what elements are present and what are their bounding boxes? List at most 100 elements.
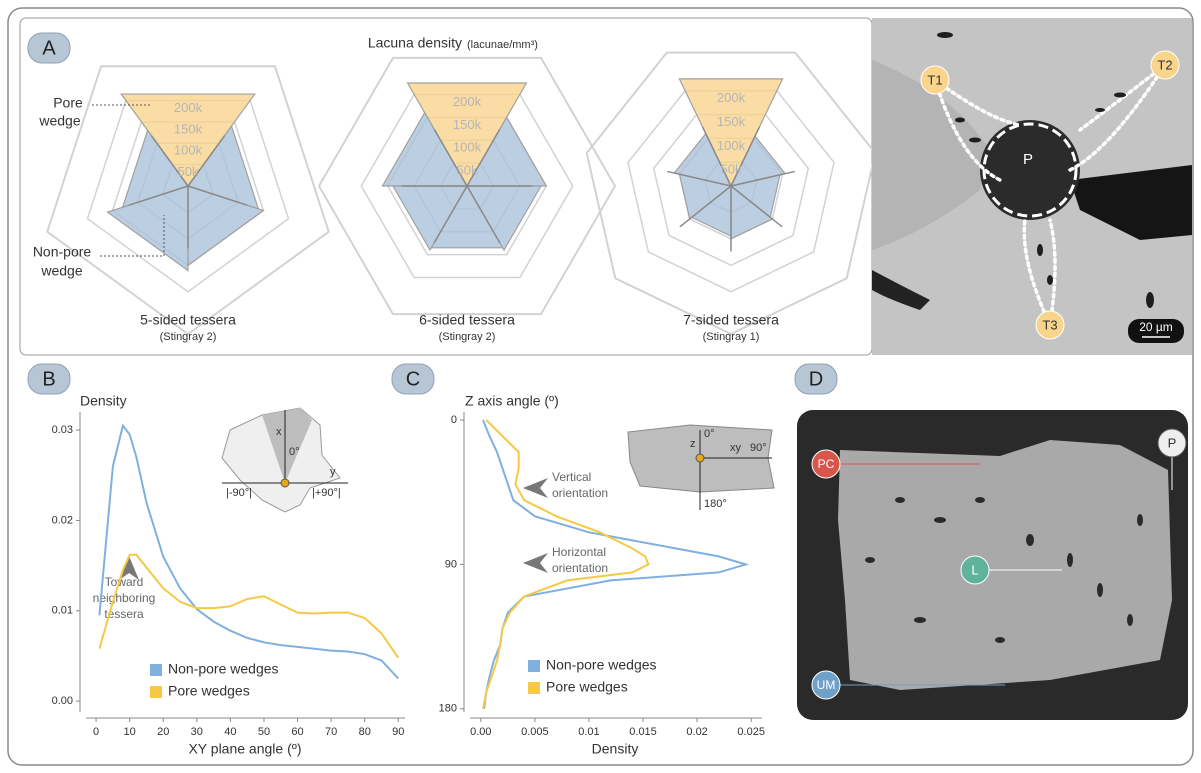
spoke	[667, 170, 732, 187]
texture	[872, 60, 990, 250]
lacunae	[865, 497, 1143, 643]
label-badge	[1157, 428, 1187, 458]
series-line	[98, 423, 400, 680]
r-tick-label: 50k	[721, 162, 742, 177]
radar-title: 5-sided tessera	[140, 312, 236, 328]
y-axis-title: Z axis angle (º)	[465, 393, 559, 409]
x-tick-label: 90	[392, 726, 404, 738]
line-charts: 0 10 20 30 40 50 60 70 80 90 0.00 0.01 0.02 0.03 Non-p…	[52, 412, 765, 738]
region-label: L	[971, 562, 978, 577]
y-tick-label: 0.00	[52, 695, 73, 707]
lacuna	[1095, 108, 1105, 112]
series-line	[482, 419, 750, 709]
label-badge	[811, 449, 841, 479]
spoke	[187, 134, 226, 187]
spoke	[433, 128, 468, 187]
lacuna	[1146, 292, 1154, 308]
x-tick-label: 20	[157, 726, 169, 738]
pore-label: P	[1023, 151, 1033, 168]
x-tick-label: 50	[258, 726, 270, 738]
lacuna	[1114, 92, 1126, 98]
legend-swatch	[528, 660, 540, 672]
annotation: Pore	[53, 95, 83, 111]
x-tick-label: 40	[224, 726, 236, 738]
r-tick-label: 100k	[174, 143, 203, 158]
x-tick-label: 0.00	[470, 726, 491, 738]
scale-bar-label: 20 µm	[1139, 320, 1173, 334]
annotation: orientation	[552, 561, 608, 575]
r-tick-label: 200k	[453, 94, 482, 109]
radar-subtitle: (Stingray 2)	[160, 331, 217, 343]
panel-label: B	[42, 368, 55, 390]
r-tick-label: 150k	[453, 117, 482, 132]
panel-label: C	[406, 368, 420, 390]
legend-swatch	[150, 664, 162, 676]
panel-badge	[27, 32, 71, 64]
annotation-leader	[100, 215, 165, 257]
spoke	[730, 170, 795, 187]
ring	[46, 65, 330, 336]
inset-label: |+90°|	[312, 487, 341, 499]
texture	[872, 270, 930, 310]
inset-label: x	[276, 426, 282, 438]
legend-label: Non-pore wedges	[168, 661, 279, 677]
ring	[652, 113, 810, 267]
x-tick-label: 0	[93, 726, 99, 738]
r-tick-label: 150k	[174, 121, 203, 136]
arrow	[523, 553, 548, 573]
arrow	[523, 478, 548, 498]
inset-label: |-90°|	[226, 487, 252, 499]
label-badge	[1035, 310, 1065, 340]
series-line	[482, 419, 650, 709]
x-tick-label: 70	[325, 726, 337, 738]
lacunae	[937, 32, 1154, 308]
r-tick-label: 200k	[174, 100, 203, 115]
panel-badge	[391, 363, 435, 395]
r-tick-label: 100k	[717, 138, 746, 153]
y-tick-label: 0.01	[52, 605, 73, 617]
annotation: wedge	[38, 113, 80, 129]
inset-label: 90°	[750, 442, 767, 454]
annotation: tessera	[104, 607, 144, 621]
inset-label: 180°	[704, 498, 727, 510]
panel-badge	[27, 363, 71, 395]
lacuna	[1097, 583, 1103, 597]
annotation: Vertical	[552, 470, 591, 484]
spoke	[150, 134, 189, 187]
annotation: Non-pore	[33, 244, 92, 260]
annotation: Toward	[105, 575, 144, 589]
spoke	[433, 185, 468, 244]
spoke	[187, 185, 248, 207]
spoke	[701, 126, 732, 187]
pore-outline	[982, 122, 1078, 218]
lacuna	[955, 117, 965, 123]
ring	[627, 90, 835, 293]
lacuna	[934, 517, 946, 523]
radar-subtitle: (Stingray 1)	[703, 331, 760, 343]
spoke	[730, 126, 761, 187]
annotation: wedge	[40, 263, 82, 279]
x-tick-label: 0.015	[629, 726, 657, 738]
series-line	[98, 553, 400, 659]
panel-title-unit: (lacunae/mm³)	[467, 39, 538, 51]
label-badge	[920, 65, 950, 95]
r-tick-label: 150k	[717, 114, 746, 129]
radar-group: 50k 100k 150k 200k 50k 100k 150k 200k 50k 100k 150…	[46, 51, 877, 336]
arrow	[119, 556, 139, 580]
r-tick-label: 100k	[453, 140, 482, 155]
y-tick-label: 0	[451, 414, 457, 426]
x-axis-title: XY plane angle (º)	[188, 741, 301, 757]
lacuna	[1037, 244, 1043, 256]
region-label: PC	[818, 457, 835, 471]
inset-sector	[262, 408, 312, 483]
x-tick-label: 0.01	[578, 726, 599, 738]
inset-label: y	[330, 466, 336, 478]
spoke	[679, 185, 732, 228]
inset-label: z	[690, 438, 696, 450]
x-tick-label: 30	[191, 726, 203, 738]
label-badge	[1150, 50, 1180, 80]
legend-label: Non-pore wedges	[546, 657, 657, 673]
annotation: neighboring	[93, 591, 156, 605]
inset-c: z 0° xy 90° 180°	[627, 424, 775, 510]
